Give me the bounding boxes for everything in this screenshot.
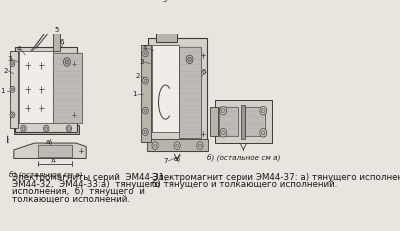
Text: 6: 6 [201,69,206,75]
Bar [147,139,208,151]
Circle shape [66,125,72,132]
Bar [241,105,246,139]
Text: 6: 6 [60,39,64,45]
Circle shape [11,62,14,65]
Circle shape [143,107,148,114]
Circle shape [144,130,147,134]
Circle shape [45,127,48,130]
Text: 4: 4 [16,46,21,52]
Circle shape [220,106,227,115]
Text: 1: 1 [0,88,5,94]
Text: 3: 3 [139,59,144,65]
Text: 7: 7 [163,158,168,164]
Circle shape [10,61,15,67]
Bar [215,100,272,143]
Circle shape [144,79,147,82]
Circle shape [11,88,14,91]
Circle shape [44,125,49,132]
Text: толкающего исполнений.: толкающего исполнений. [12,195,130,204]
Bar [152,45,179,132]
Bar [15,47,77,132]
Text: б) (остальное см а): б) (остальное см а) [206,155,280,162]
Circle shape [22,127,25,130]
Bar [148,38,207,151]
Circle shape [262,109,265,113]
Bar [51,23,62,30]
Circle shape [143,50,148,57]
Circle shape [152,142,158,149]
Circle shape [198,144,201,147]
Text: 5: 5 [54,27,59,33]
Bar [161,6,173,10]
Circle shape [143,77,148,84]
Text: 2: 2 [3,67,8,73]
Text: б) тянущего и толкающего исполнений.: б) тянущего и толкающего исполнений. [152,180,337,189]
Circle shape [186,55,193,64]
Bar [53,53,82,123]
Text: Электромагнит серии ЭМ44-37: а) тянущего исполнения,: Электромагнит серии ЭМ44-37: а) тянущего… [152,173,400,182]
Circle shape [188,57,191,61]
Text: исполнения,  б)  тянущего  и: исполнения, б) тянущего и [12,188,145,196]
Text: 4: 4 [142,45,147,51]
Bar [14,125,78,134]
Bar [54,19,58,28]
Circle shape [222,109,225,113]
Circle shape [10,86,15,92]
Circle shape [165,20,169,25]
Text: 2: 2 [136,73,140,79]
Bar [246,107,265,136]
Circle shape [176,144,178,147]
Circle shape [162,17,172,29]
Text: б) (остальное см а): б) (остальное см а) [10,171,83,179]
Bar [218,107,238,136]
Circle shape [197,142,203,149]
Text: а): а) [174,155,181,161]
Bar [38,145,72,157]
Text: 1: 1 [132,91,137,97]
Circle shape [144,52,147,55]
Circle shape [10,112,15,118]
Text: д.: д. [50,158,57,163]
Text: Электромагниты серий  ЭМ44-31,: Электромагниты серий ЭМ44-31, [12,173,167,182]
Circle shape [174,142,180,149]
Bar [210,107,218,136]
Circle shape [158,12,175,33]
Circle shape [65,60,68,64]
Circle shape [260,129,267,137]
Bar [141,45,151,142]
Text: 3: 3 [8,56,12,62]
Bar [53,25,60,51]
Bar [19,51,53,123]
Text: 5: 5 [162,0,167,3]
Text: ЭМ44-32,  ЭМ44-33:а)  тянущего: ЭМ44-32, ЭМ44-33:а) тянущего [12,180,160,189]
Circle shape [64,58,70,66]
Circle shape [143,129,148,135]
Bar [156,12,177,42]
Circle shape [220,129,227,137]
Circle shape [260,106,267,115]
Bar [179,47,201,138]
Text: а): а) [46,139,53,145]
Polygon shape [14,143,86,158]
Bar [158,8,176,14]
Bar [10,51,18,128]
Circle shape [11,114,14,116]
Circle shape [222,131,225,135]
Circle shape [21,125,26,132]
Circle shape [68,127,70,130]
Circle shape [154,144,156,147]
Circle shape [144,109,147,112]
Circle shape [262,131,265,135]
